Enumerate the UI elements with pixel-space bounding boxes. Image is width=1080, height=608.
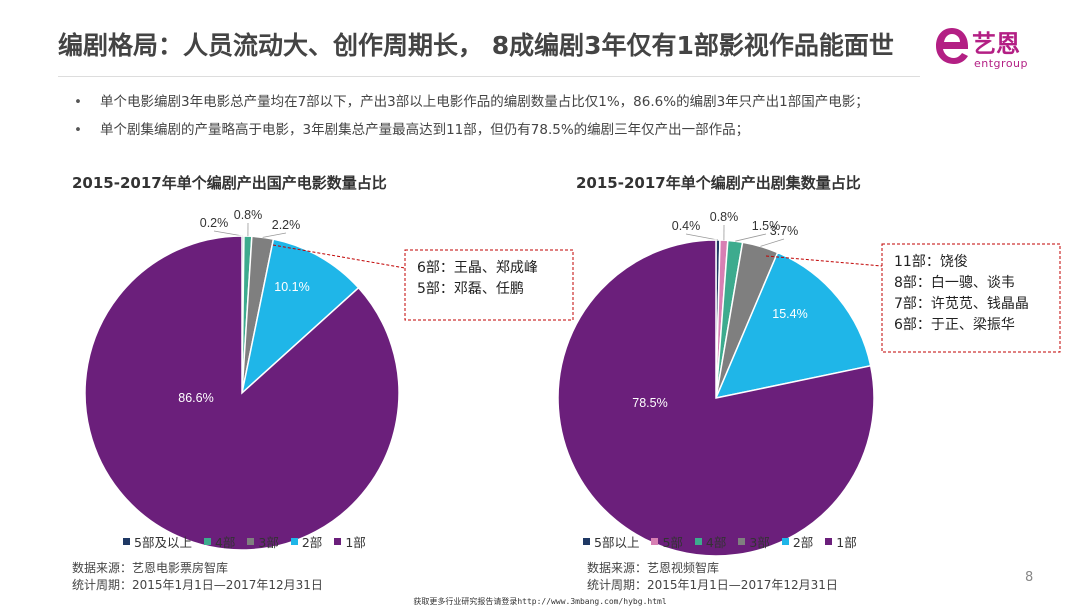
legend-item: 5部 xyxy=(651,532,683,551)
title-divider xyxy=(58,76,920,77)
legend-item: 5部及以上 xyxy=(123,532,192,551)
legend-swatch xyxy=(583,538,590,545)
callout-connector xyxy=(765,255,883,267)
bullet-list: 单个电影编剧3年电影总产量均在7部以下，产出3部以上电影作品的编剧数量占比仅1%… xyxy=(70,92,869,148)
callout-text: 11部：饶俊 xyxy=(894,254,968,270)
source-note-series: 数据来源：艺恩视频智库 统计周期：2015年1月1日—2017年12月31日 xyxy=(587,560,838,594)
legend-item: 3部 xyxy=(247,532,279,551)
page-number: 8 xyxy=(1025,570,1034,585)
callout-text: 7部：许苋苋、钱晶晶 xyxy=(894,296,1029,312)
label-leader xyxy=(685,233,719,241)
legend-label: 3部 xyxy=(258,535,279,550)
label-leader xyxy=(262,232,287,238)
logo-text-cn: 艺恩 xyxy=(972,30,1020,58)
legend-swatch xyxy=(334,538,342,545)
legend-item: 2部 xyxy=(290,532,323,551)
data-label: 2.2% xyxy=(272,218,301,232)
footer-link: 获取更多行业研究报告请登录http://www.3mbang.com/hybg.… xyxy=(413,597,667,606)
data-label: 0.4% xyxy=(672,219,701,233)
callout-box xyxy=(881,243,1061,353)
callout-box xyxy=(404,249,574,321)
data-label: 0.8% xyxy=(234,208,263,222)
legend-swatch xyxy=(203,538,211,545)
legend-item: 1部 xyxy=(825,532,857,551)
legend-swatch xyxy=(694,538,702,545)
legend-label: 5部以上 xyxy=(594,535,640,550)
data-label: 86.6% xyxy=(178,391,213,405)
legend-item: 5部以上 xyxy=(583,532,639,551)
legend-label: 3部 xyxy=(749,535,770,550)
chart-title-series: 2015-2017年单个编剧产出剧集数量占比 xyxy=(576,174,861,192)
pie-slice xyxy=(240,238,360,396)
legend-swatch xyxy=(825,538,833,545)
legend-item: 2部 xyxy=(781,532,814,551)
legend-label: 4部 xyxy=(214,535,236,550)
period-line: 统计周期：2015年1月1日—2017年12月31日 xyxy=(587,578,838,592)
legend-item: 4部 xyxy=(203,532,236,551)
legend-swatch xyxy=(651,538,659,545)
legend-swatch xyxy=(290,538,298,545)
source-note-film: 数据来源：艺恩电影票房智库 统计周期：2015年1月1日—2017年12月31日 xyxy=(72,560,323,594)
legend-swatch xyxy=(247,538,255,545)
legend-item: 4部 xyxy=(694,532,727,551)
data-label: 0.8% xyxy=(710,210,739,224)
legend-swatch xyxy=(738,538,746,545)
data-label: 78.5% xyxy=(632,396,667,410)
label-leader xyxy=(213,230,244,237)
legend-label: 5部及以上 xyxy=(134,535,192,550)
callout-text: 8部：白一骢、谈韦 xyxy=(894,274,1015,291)
legend-label: 2部 xyxy=(301,535,323,550)
data-label: 10.1% xyxy=(274,280,309,294)
data-label: 1.5% xyxy=(752,219,781,233)
period-line: 统计周期：2015年1月1日—2017年12月31日 xyxy=(72,578,323,592)
legend-film: 5部及以上 4部 3部 2部 1部 xyxy=(123,532,366,551)
data-label: 0.2% xyxy=(200,216,229,230)
page-title: 编剧格局：人员流动大、创作周期长， 8成编剧3年仅有1部影视作品能面世 xyxy=(58,31,894,60)
legend-swatch xyxy=(123,538,130,545)
logo-text-en: entgroup xyxy=(974,57,1028,70)
pie-slice xyxy=(557,239,875,557)
legend-label: 1部 xyxy=(836,535,857,550)
bullet-item: 单个电影编剧3年电影总产量均在7部以下，产出3部以上电影作品的编剧数量占比仅1%… xyxy=(70,92,869,120)
bullet-item: 单个剧集编剧的产量略高于电影，3年剧集总产量最高达到11部，但仍有78.5%的编… xyxy=(70,120,869,148)
logo-mark-icon xyxy=(936,28,968,64)
data-label: 15.4% xyxy=(772,307,807,321)
legend-label: 2部 xyxy=(792,535,814,550)
legend-label: 1部 xyxy=(345,535,366,550)
source-line: 数据来源：艺恩视频智库 xyxy=(587,561,720,575)
chart-title-film: 2015-2017年单个编剧产出国产电影数量占比 xyxy=(72,174,387,192)
data-label: 3.7% xyxy=(770,224,799,238)
legend-series: 5部以上 5部 4部 3部 2部 1部 xyxy=(583,532,857,551)
pie-slice xyxy=(84,235,400,551)
legend-label: 4部 xyxy=(705,535,727,550)
callout-text: 6部：于正、梁振华 xyxy=(894,317,1015,333)
callout-text: 5部：邓磊、任鹏 xyxy=(417,281,524,297)
label-leader xyxy=(760,238,785,247)
legend-item: 1部 xyxy=(334,532,366,551)
callout-connector xyxy=(272,244,406,269)
legend-label: 5部 xyxy=(662,535,683,550)
legend-swatch xyxy=(781,538,789,545)
source-line: 数据来源：艺恩电影票房智库 xyxy=(72,561,229,575)
entgroup-logo: 艺恩 entgroup xyxy=(934,24,1054,74)
callout-text: 6部：王晶、郑成峰 xyxy=(417,260,538,276)
label-leader xyxy=(735,233,767,242)
legend-item: 3部 xyxy=(738,532,770,551)
